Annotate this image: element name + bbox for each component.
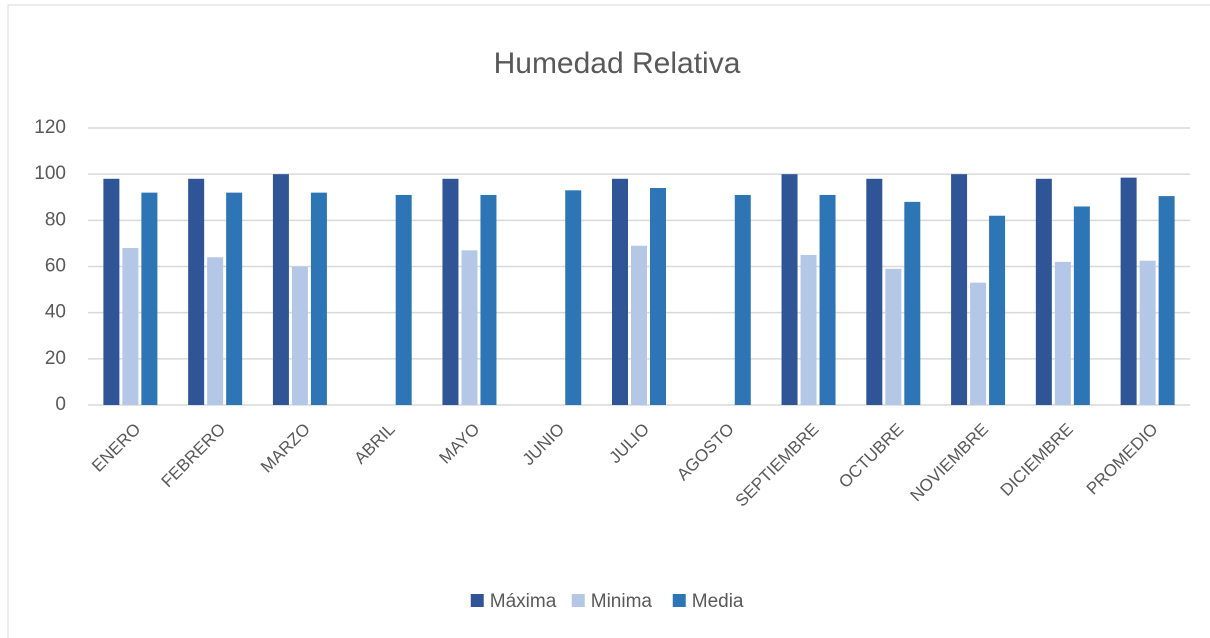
bar [1073,206,1090,405]
y-tick-label: 40 [45,302,66,323]
bar [819,194,836,405]
bar [781,174,798,405]
bar [461,250,478,405]
bar [951,174,968,405]
legend-label: Minima [591,591,653,612]
bar [310,192,327,405]
bar [291,266,308,405]
bar [631,245,647,405]
bar [480,194,497,405]
bar [565,190,582,405]
legend-label: Media [692,591,744,612]
y-tick-label: 60 [45,256,66,277]
bar [800,254,817,405]
bar [207,257,224,405]
y-tick-label: 0 [55,394,66,415]
bar [442,178,459,405]
bar [1054,261,1071,405]
bar [734,194,751,405]
bar [141,192,158,405]
bar [188,178,205,405]
bar [103,178,120,405]
bar [122,248,139,405]
legend-label: Máxima [490,591,557,612]
bar [272,174,289,405]
legend-swatch [672,594,686,607]
bar [1158,196,1175,405]
bar [904,201,921,405]
bar [866,178,883,405]
y-tick-label: 100 [34,163,66,184]
bar [885,268,902,405]
y-tick-label: 120 [34,117,66,138]
bar [1120,177,1137,405]
bar [1035,178,1052,405]
bar [970,282,987,405]
y-tick-label: 80 [45,209,66,230]
bar [989,215,1006,405]
bar [1139,260,1156,405]
chart-title: Humedad Relativa [494,47,741,80]
bar [226,192,243,405]
legend-swatch [470,594,484,607]
bar [395,194,412,405]
bar [612,178,628,405]
bar [650,188,666,405]
legend-swatch [571,594,585,607]
y-tick-label: 20 [45,348,66,369]
